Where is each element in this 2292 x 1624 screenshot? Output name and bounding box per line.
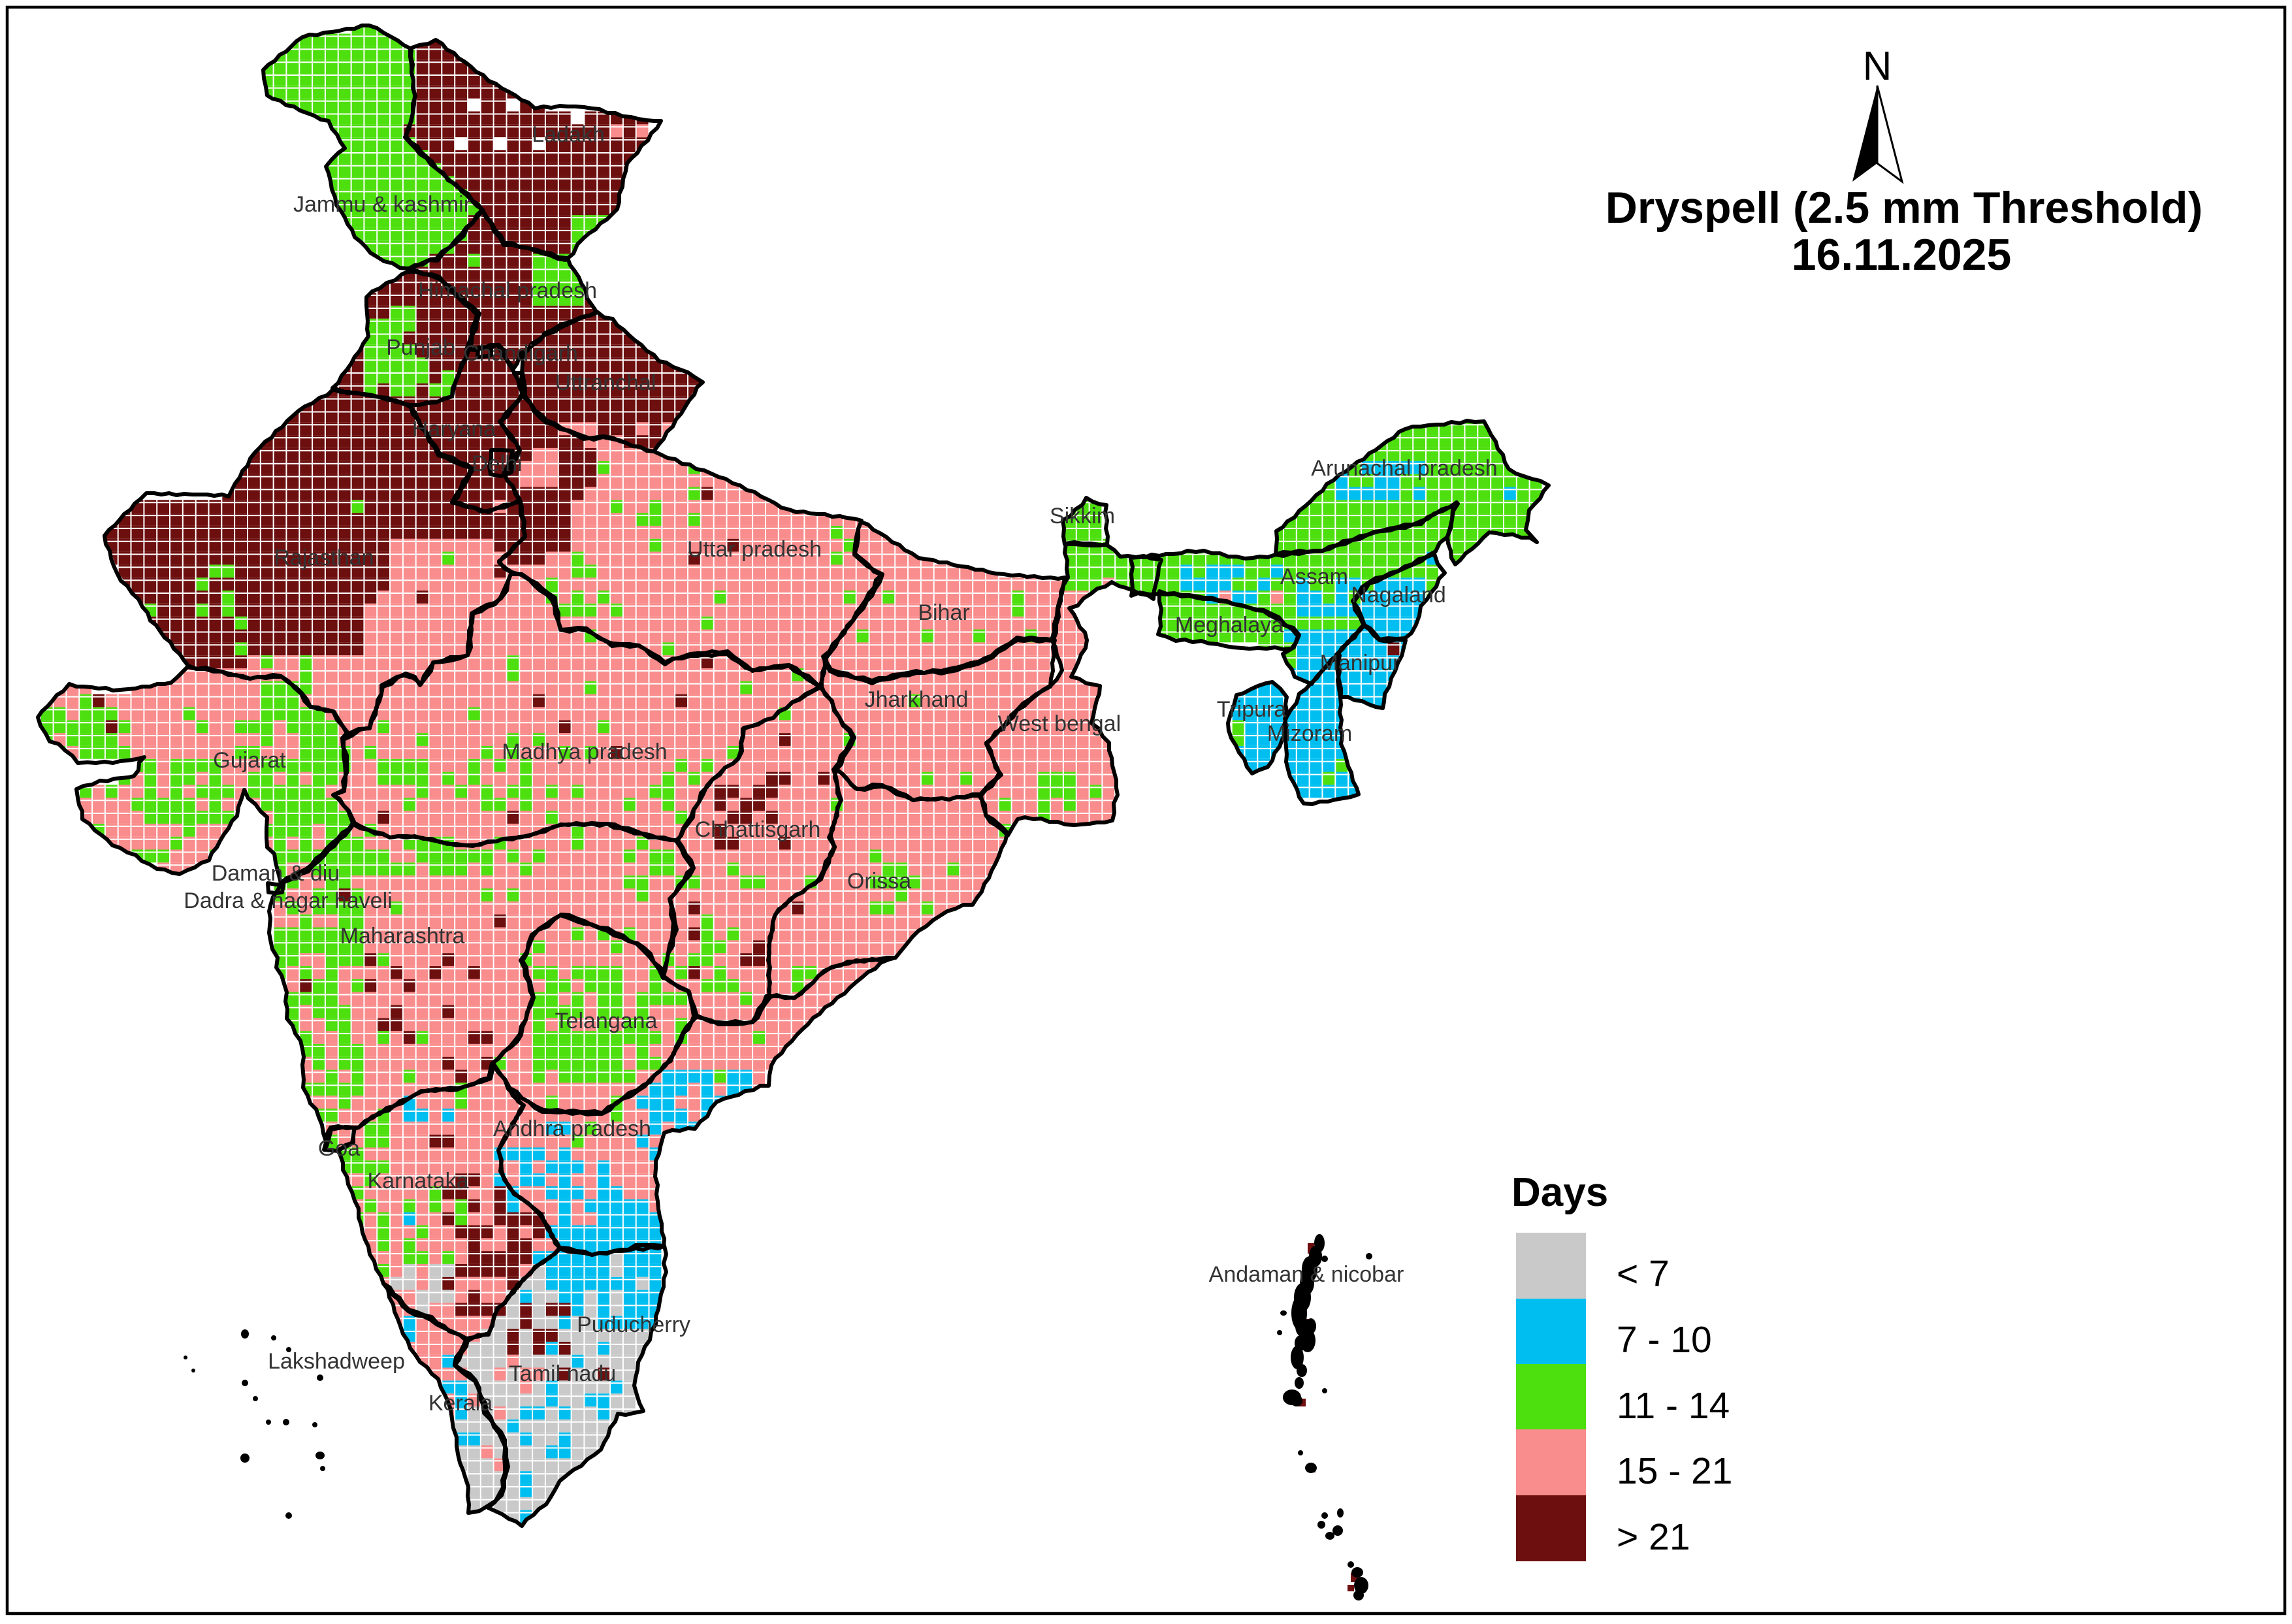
svg-text:Nagaland: Nagaland <box>1351 583 1446 608</box>
svg-text:Andaman & nicobar: Andaman & nicobar <box>1209 1262 1404 1287</box>
svg-text:Maharashtra: Maharashtra <box>340 924 465 949</box>
svg-text:Delhi: Delhi <box>472 451 522 476</box>
svg-text:11 - 14: 11 - 14 <box>1617 1385 1730 1427</box>
svg-text:Meghalaya: Meghalaya <box>1175 613 1283 638</box>
svg-text:Uttranchal: Uttranchal <box>555 370 656 395</box>
svg-text:Manipur: Manipur <box>1320 651 1400 675</box>
svg-text:Orissa: Orissa <box>847 869 911 894</box>
svg-text:Chhattisgarh: Chhattisgarh <box>695 817 821 842</box>
svg-text:Punjab: Punjab <box>386 335 455 360</box>
svg-text:Karnataka: Karnataka <box>368 1169 469 1194</box>
svg-text:Sikkim: Sikkim <box>1050 504 1115 528</box>
svg-text:Dadra & nagar haveli: Dadra & nagar haveli <box>184 888 392 913</box>
svg-text:Ladakh: Ladakh <box>532 122 605 147</box>
svg-text:Andhra pradesh: Andhra pradesh <box>493 1116 651 1141</box>
svg-text:Jharkhand: Jharkhand <box>865 687 969 712</box>
svg-text:Days: Days <box>1511 1170 1608 1215</box>
svg-text:Kerala: Kerala <box>428 1391 492 1416</box>
svg-text:Goa: Goa <box>318 1136 360 1161</box>
svg-text:Chandigarh: Chandigarh <box>463 341 578 366</box>
svg-text:< 7: < 7 <box>1617 1253 1670 1295</box>
svg-text:Tamil nadu: Tamil nadu <box>509 1361 616 1386</box>
svg-text:Lakshadweep: Lakshadweep <box>268 1349 405 1374</box>
svg-text:Daman & diu: Daman & diu <box>212 861 340 886</box>
svg-text:Arunachal pradesh: Arunachal pradesh <box>1311 456 1497 481</box>
svg-text:Haryana: Haryana <box>412 417 496 442</box>
svg-text:16.11.2025: 16.11.2025 <box>1792 230 2012 280</box>
svg-text:7 - 10: 7 - 10 <box>1617 1319 1712 1361</box>
svg-text:N: N <box>1863 44 1892 89</box>
svg-text:West bengal: West bengal <box>998 711 1121 736</box>
svg-text:Assam: Assam <box>1280 564 1348 589</box>
svg-text:Jammu & kashmir: Jammu & kashmir <box>293 192 471 217</box>
svg-text:Uttar pradesh: Uttar pradesh <box>687 537 822 562</box>
svg-text:Himachal pradesh: Himachal pradesh <box>418 278 597 303</box>
svg-text:15 - 21: 15 - 21 <box>1617 1450 1732 1492</box>
svg-text:Gujarat: Gujarat <box>213 748 286 773</box>
svg-text:Bihar: Bihar <box>918 600 969 625</box>
svg-text:Mizoram: Mizoram <box>1267 721 1352 746</box>
svg-text:Puducherry: Puducherry <box>577 1312 690 1337</box>
svg-text:Tripura: Tripura <box>1217 697 1287 722</box>
svg-text:> 21: > 21 <box>1617 1516 1690 1558</box>
svg-text:Madhya pradesh: Madhya pradesh <box>502 739 667 764</box>
svg-text:Dryspell (2.5 mm Threshold): Dryspell (2.5 mm Threshold) <box>1606 183 2203 233</box>
svg-text:Rajasthan: Rajasthan <box>274 545 374 570</box>
svg-text:Telangana: Telangana <box>555 1009 658 1033</box>
